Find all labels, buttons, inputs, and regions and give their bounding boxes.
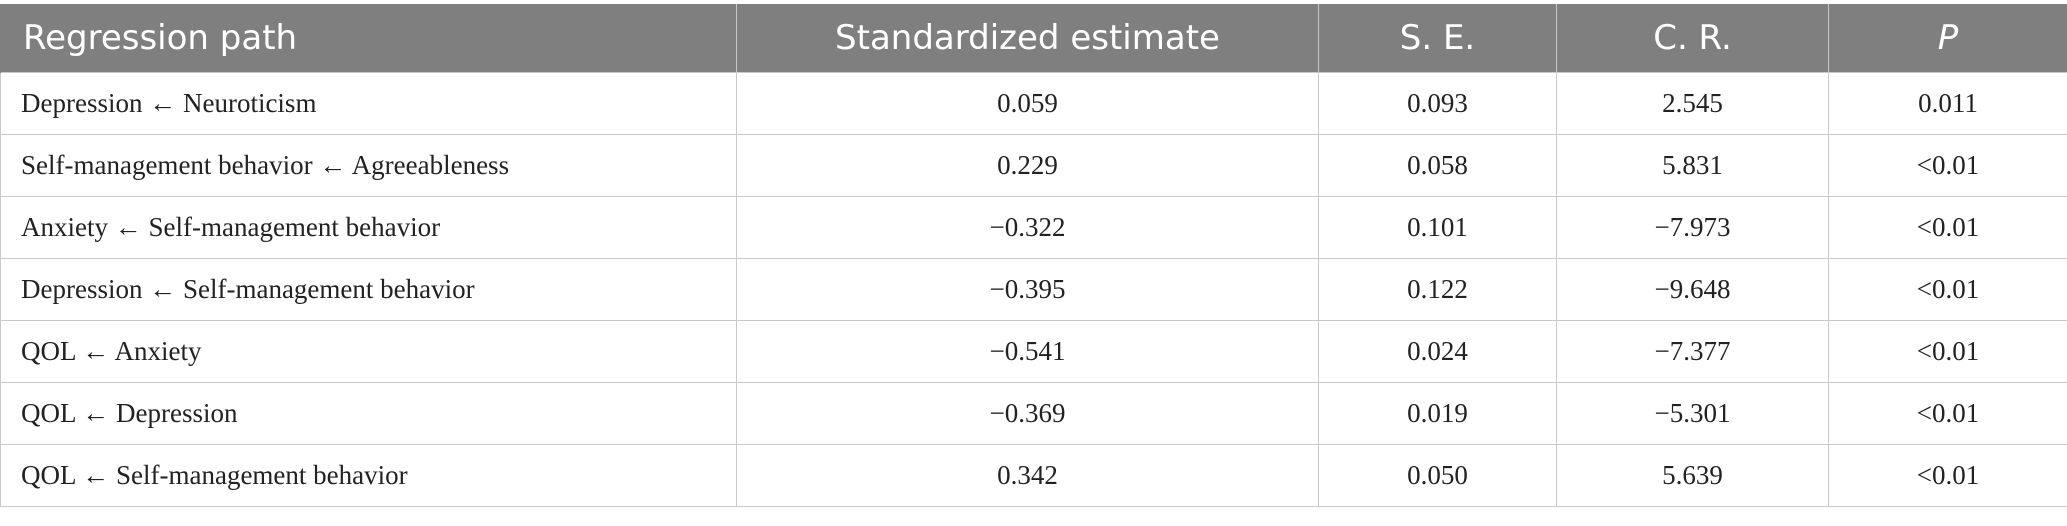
cell-standard-error: 0.050: [1318, 444, 1557, 507]
table-row: QOL ← Anxiety −0.541 0.024 −7.377 <0.01: [0, 320, 2067, 383]
cell-standardized-estimate: 0.342: [736, 444, 1319, 507]
cell-regression-path: Self-management behavior ← Agreeableness: [0, 134, 737, 197]
cell-critical-ratio: 5.831: [1556, 134, 1829, 197]
cell-regression-path: QOL ← Depression: [0, 382, 737, 445]
header-critical-ratio: C. R.: [1556, 4, 1829, 73]
cell-critical-ratio: −9.648: [1556, 258, 1829, 321]
table-body: Depression ← Neuroticism 0.059 0.093 2.5…: [0, 72, 2067, 507]
table-row: QOL ← Depression −0.369 0.019 −5.301 <0.…: [0, 382, 2067, 445]
cell-critical-ratio: 5.639: [1556, 444, 1829, 507]
cell-regression-path: QOL ← Anxiety: [0, 320, 737, 383]
cell-critical-ratio: −7.973: [1556, 196, 1829, 259]
cell-p-value: 0.011: [1828, 72, 2067, 135]
cell-p-value: <0.01: [1828, 196, 2067, 259]
cell-p-value: <0.01: [1828, 258, 2067, 321]
header-regression-path: Regression path: [0, 4, 737, 73]
cell-regression-path: QOL ← Self-management behavior: [0, 444, 737, 507]
header-standard-error: S. E.: [1318, 4, 1557, 73]
cell-standard-error: 0.093: [1318, 72, 1557, 135]
cell-standard-error: 0.122: [1318, 258, 1557, 321]
cell-standardized-estimate: 0.059: [736, 72, 1319, 135]
cell-standardized-estimate: −0.322: [736, 196, 1319, 259]
table-row: Depression ← Neuroticism 0.059 0.093 2.5…: [0, 72, 2067, 135]
cell-critical-ratio: −5.301: [1556, 382, 1829, 445]
cell-standardized-estimate: −0.541: [736, 320, 1319, 383]
regression-table: Regression path Standardized estimate S.…: [0, 4, 2067, 507]
cell-standard-error: 0.024: [1318, 320, 1557, 383]
cell-critical-ratio: −7.377: [1556, 320, 1829, 383]
cell-p-value: <0.01: [1828, 382, 2067, 445]
cell-standardized-estimate: −0.369: [736, 382, 1319, 445]
cell-standard-error: 0.101: [1318, 196, 1557, 259]
table-header: Regression path Standardized estimate S.…: [0, 4, 2067, 73]
cell-regression-path: Depression ← Self-management behavior: [0, 258, 737, 321]
cell-regression-path: Depression ← Neuroticism: [0, 72, 737, 135]
cell-standardized-estimate: 0.229: [736, 134, 1319, 197]
regression-table-container: Regression path Standardized estimate S.…: [0, 4, 2067, 507]
cell-regression-path: Anxiety ← Self-management behavior: [0, 196, 737, 259]
cell-p-value: <0.01: [1828, 444, 2067, 507]
header-p-value: P: [1828, 4, 2067, 73]
header-standardized-estimate: Standardized estimate: [736, 4, 1319, 73]
cell-standard-error: 0.019: [1318, 382, 1557, 445]
cell-critical-ratio: 2.545: [1556, 72, 1829, 135]
cell-p-value: <0.01: [1828, 320, 2067, 383]
cell-p-value: <0.01: [1828, 134, 2067, 197]
table-row: Depression ← Self-management behavior −0…: [0, 258, 2067, 321]
cell-standardized-estimate: −0.395: [736, 258, 1319, 321]
header-row: Regression path Standardized estimate S.…: [0, 4, 2067, 73]
table-row: Self-management behavior ← Agreeableness…: [0, 134, 2067, 197]
table-row: QOL ← Self-management behavior 0.342 0.0…: [0, 444, 2067, 507]
cell-standard-error: 0.058: [1318, 134, 1557, 197]
table-row: Anxiety ← Self-management behavior −0.32…: [0, 196, 2067, 259]
